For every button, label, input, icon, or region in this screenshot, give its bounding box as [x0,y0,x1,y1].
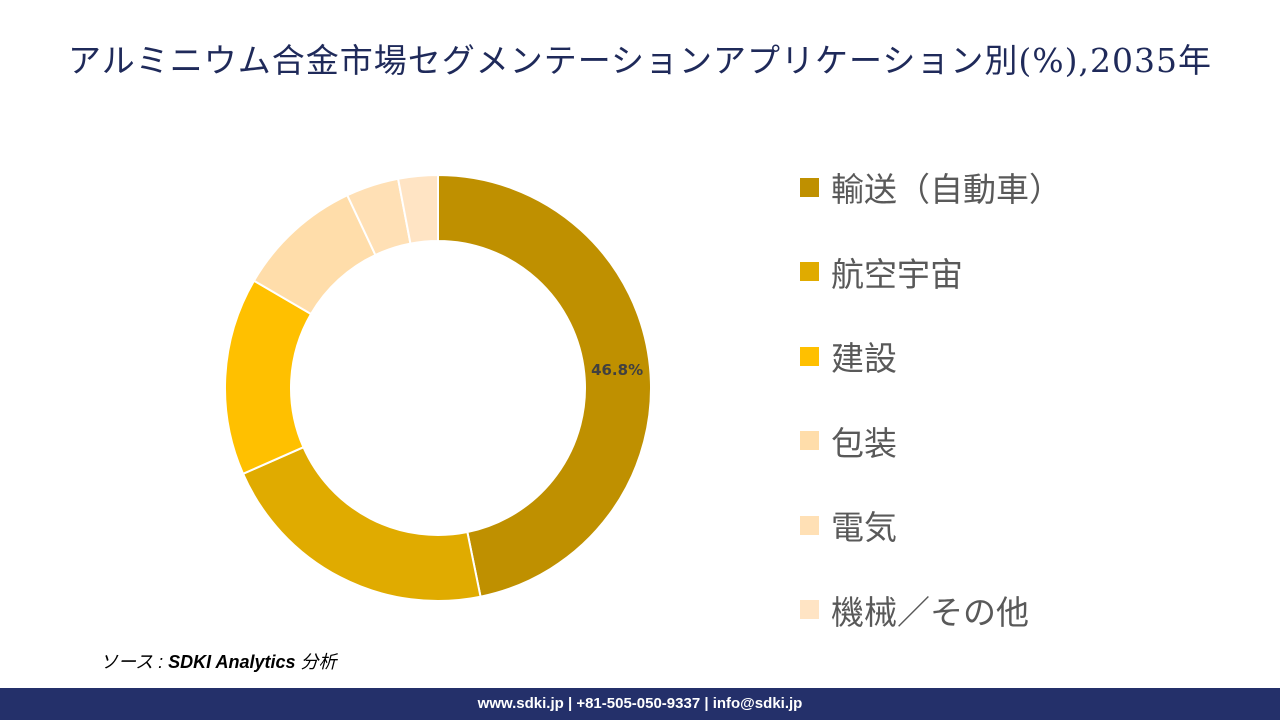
legend-label: 電気 [831,508,897,548]
legend-item: 輸送（自動車） [800,145,1062,230]
donut-slice-6 [396,173,439,245]
legend-item: 電気 [800,483,1062,568]
legend-item: 航空宇宙 [800,230,1062,315]
donut-slice-1 [437,173,652,598]
donut-slice-2 [241,445,482,602]
source-prefix: ソース : [100,652,169,672]
legend-item: 建設 [800,314,1062,399]
legend-label: 機械／その他 [831,592,1029,632]
legend-swatch [800,262,819,282]
legend-item: 機械／その他 [800,568,1062,653]
source-note: ソース : SDKI Analytics 分析 [100,648,337,674]
legend: 輸送（自動車） 航空宇宙建設包装電気機械／その他 [800,145,1062,652]
footer-contact: www.sdki.jp | +81-505-050-9337 | info@sd… [0,688,1280,720]
legend-label: 輸送（自動車） [831,170,1062,210]
legend-swatch [800,177,819,197]
source-name: SDKI Analytics [168,652,296,672]
donut-slice-3 [224,279,313,476]
legend-label: 包装 [831,423,897,463]
legend-swatch [800,600,819,620]
legend-swatch [800,346,819,366]
legend-label: 建設 [831,339,897,379]
legend-swatch [800,515,819,535]
legend-item: 包装 [800,399,1062,484]
chart-title: アルミニウム合金市場セグメンテーションアプリケーション別(%),2035年 [68,41,1212,80]
legend-swatch [800,431,819,451]
source-suffix: 分析 [295,652,337,672]
legend-label: 航空宇宙 [831,254,963,294]
data-label: 46.8% [591,361,643,379]
